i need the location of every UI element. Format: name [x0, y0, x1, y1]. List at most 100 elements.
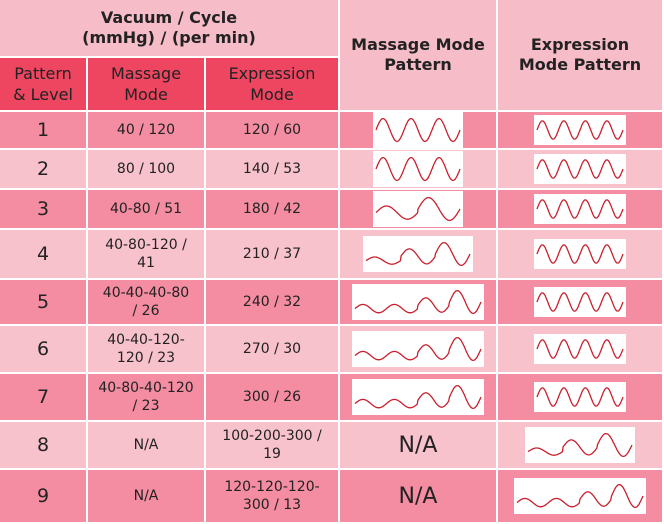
massage-pattern-cell	[340, 150, 498, 190]
waveform-pattern	[373, 151, 463, 187]
expression-pattern-cell	[498, 150, 664, 190]
massage-line: 40-40-40-80	[102, 285, 190, 301]
waveform-line	[536, 120, 624, 140]
waveform-pattern	[363, 236, 473, 272]
waveform-svg	[375, 156, 461, 182]
expression-pattern-cell	[498, 374, 664, 422]
expression-pattern-cell	[498, 470, 664, 524]
massage-pattern-cell	[340, 230, 498, 280]
massage-line: 40-80-40-120	[98, 380, 194, 396]
level-number: 7	[36, 386, 50, 408]
waveform-line	[365, 241, 471, 267]
waveform-svg	[516, 483, 644, 509]
waveform-pattern	[514, 478, 646, 514]
waveform-svg	[365, 241, 471, 267]
header-massage-pattern-line1: Massage Mode	[351, 35, 485, 54]
waveform-line	[354, 384, 482, 410]
header-expression-mode-line2: Mode	[250, 85, 294, 104]
expression-line: 120-120-120-	[224, 479, 320, 495]
massage-line: 40-80 / 51	[109, 201, 183, 217]
waveform-line	[536, 292, 624, 312]
header-expression-mode-line1: Expression	[228, 64, 316, 83]
waveform-svg	[536, 199, 624, 219]
massage-value-cell: 40-40-40-80 / 26	[88, 280, 206, 326]
massage-line: 120 / 23	[116, 350, 176, 366]
massage-pattern-cell	[340, 280, 498, 326]
expression-line: 300 / 13	[242, 497, 302, 513]
expression-pattern-cell	[498, 422, 664, 470]
massage-value-cell: 80 / 100	[88, 150, 206, 190]
massage-line: N/A	[133, 488, 159, 504]
massage-line: 40 / 120	[116, 122, 176, 138]
expression-pattern-cell	[498, 326, 664, 374]
massage-line: 40-80-120 /	[105, 237, 187, 253]
massage-value-cell: N/A	[88, 470, 206, 524]
level-number: 1	[36, 119, 50, 141]
expression-line: 270 / 30	[242, 341, 302, 357]
header-vacuum-cycle-line2: (mmHg) / (per min)	[82, 28, 256, 47]
waveform-svg	[375, 196, 461, 222]
waveform-pattern	[373, 112, 463, 148]
header-massage-mode-line1: Massage	[110, 64, 182, 83]
expression-line: 140 / 53	[242, 161, 302, 177]
massage-line: 80 / 100	[116, 161, 176, 177]
expression-value-cell: 120-120-120- 300 / 13	[206, 470, 340, 524]
level-cell: 6	[0, 326, 88, 374]
level-number: 6	[36, 338, 50, 360]
level-number: 3	[36, 198, 50, 220]
waveform-line	[354, 336, 482, 362]
level-cell: 8	[0, 422, 88, 470]
waveform-svg	[536, 244, 624, 264]
header-pattern-level-line1: Pattern	[14, 64, 72, 83]
waveform-svg	[536, 159, 624, 179]
level-number: 9	[36, 485, 50, 507]
expression-pattern-cell	[498, 190, 664, 230]
massage-line: N/A	[133, 437, 159, 453]
waveform-line	[536, 199, 624, 219]
level-number: 4	[36, 243, 50, 265]
header-expression-mode-pattern: Expression Mode Pattern	[498, 0, 664, 112]
waveform-line	[375, 196, 461, 222]
expression-value-cell: 100-200-300 / 19	[206, 422, 340, 470]
waveform-pattern	[534, 194, 626, 224]
header-massage-mode-line2: Mode	[124, 85, 168, 104]
massage-value-cell: 40 / 120	[88, 112, 206, 150]
pattern-na-text: N/A	[398, 483, 438, 509]
waveform-pattern	[534, 334, 626, 364]
massage-value-cell: 40-80-40-120 / 23	[88, 374, 206, 422]
expression-line: 120 / 60	[242, 122, 302, 138]
massage-pattern-cell	[340, 190, 498, 230]
waveform-pattern	[534, 382, 626, 412]
expression-pattern-cell	[498, 280, 664, 326]
header-expression-pattern-line2: Mode Pattern	[518, 55, 642, 74]
expression-value-cell: 240 / 32	[206, 280, 340, 326]
header-massage-mode: Massage Mode	[88, 58, 206, 112]
waveform-line	[536, 159, 624, 179]
level-cell: 7	[0, 374, 88, 422]
waveform-svg	[375, 117, 461, 143]
expression-value-cell: 180 / 42	[206, 190, 340, 230]
level-cell: 2	[0, 150, 88, 190]
waveform-svg	[536, 292, 624, 312]
header-vacuum-cycle: Vacuum / Cycle (mmHg) / (per min)	[0, 0, 340, 58]
waveform-svg	[354, 384, 482, 410]
massage-line: / 23	[132, 398, 160, 414]
level-cell: 1	[0, 112, 88, 150]
expression-line: 210 / 37	[242, 246, 302, 262]
expression-pattern-cell	[498, 112, 664, 150]
waveform-line	[354, 289, 482, 315]
level-number: 5	[36, 291, 50, 313]
waveform-pattern	[534, 287, 626, 317]
waveform-pattern	[534, 154, 626, 184]
waveform-svg	[354, 336, 482, 362]
waveform-svg	[354, 289, 482, 315]
level-cell: 5	[0, 280, 88, 326]
waveform-line	[536, 387, 624, 407]
level-number: 2	[36, 158, 50, 180]
waveform-pattern	[373, 191, 463, 227]
expression-pattern-cell	[498, 230, 664, 280]
waveform-pattern	[534, 115, 626, 145]
waveform-svg	[527, 432, 633, 458]
header-expression-mode: Expression Mode	[206, 58, 340, 112]
